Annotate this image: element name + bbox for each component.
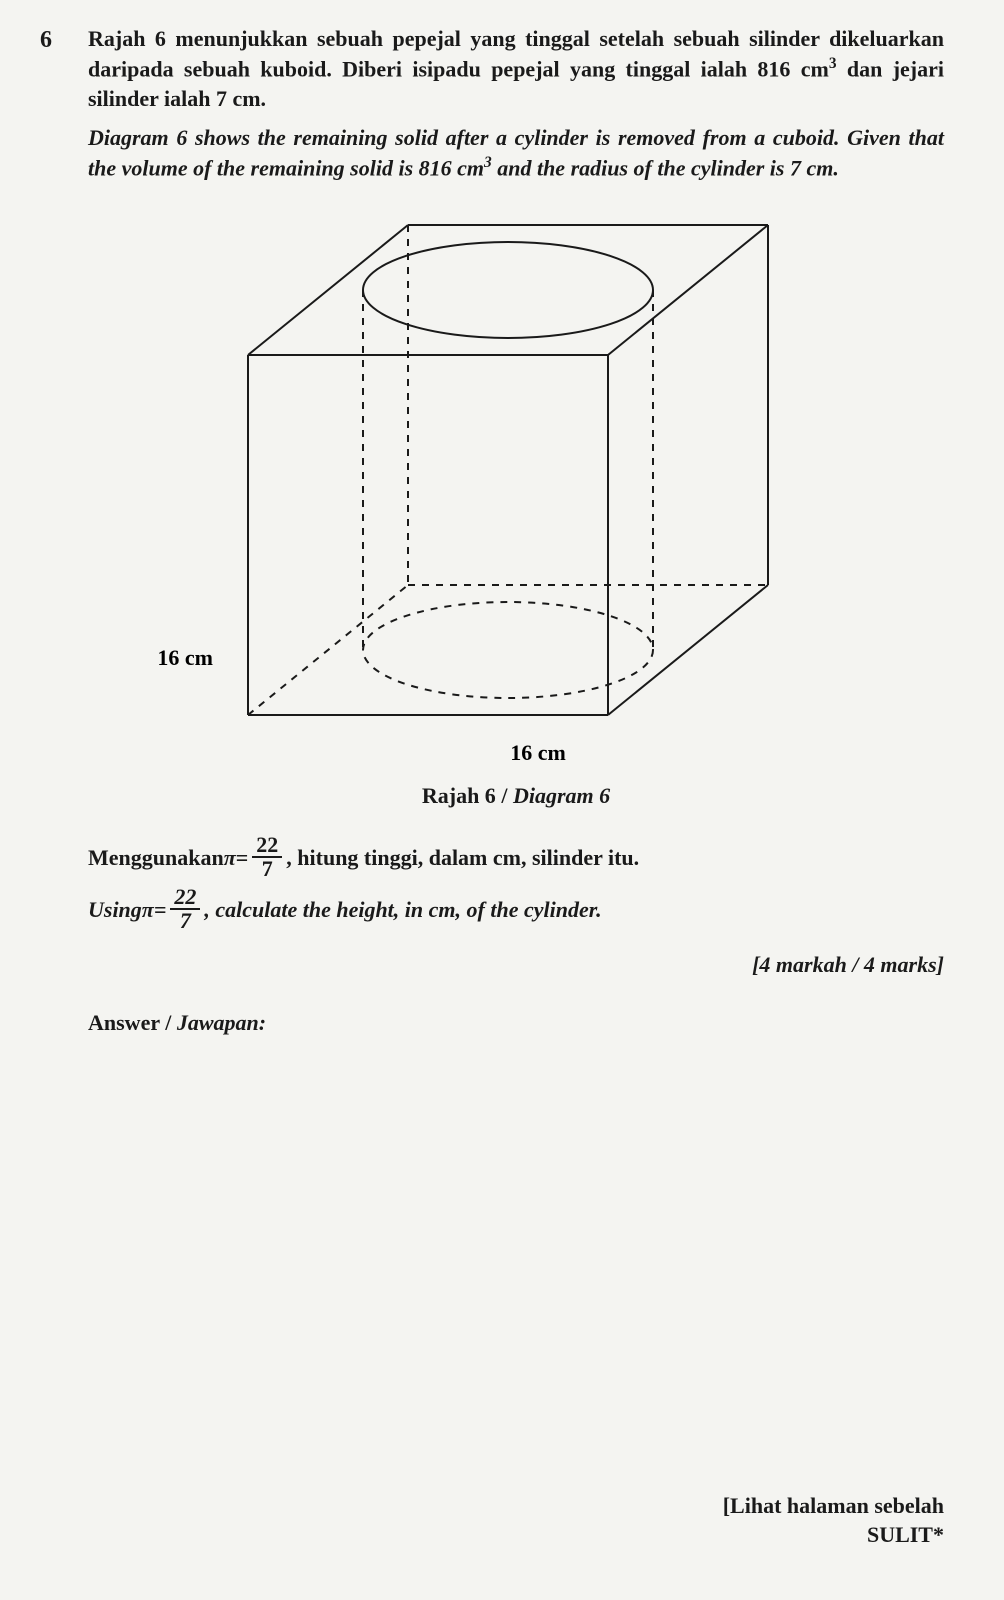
instr-my-a: Menggunakan [88, 843, 224, 873]
instr-my-b: , hitung tinggi, dalam cm, silinder itu. [286, 843, 639, 873]
pi-symbol-en: π [142, 895, 154, 925]
answer-my: Jawapan: [177, 1010, 266, 1035]
question-block: 6 Rajah 6 menunjukkan sebuah pepejal yan… [40, 24, 944, 1038]
caption-my: Rajah 6 [422, 783, 496, 808]
frac-num-my: 22 [252, 834, 282, 858]
caption-en: Diagram 6 [513, 783, 610, 808]
instr-en-b: , calculate the height, in cm, of the cy… [204, 895, 601, 925]
marks-label: [4 markah / 4 marks] [88, 950, 944, 980]
question-text-malay: Rajah 6 menunjukkan sebuah pepejal yang … [88, 24, 944, 113]
q-my-part-a: Rajah 6 menunjukkan sebuah pepejal yang … [88, 26, 944, 81]
instr-en-a: Using [88, 895, 142, 925]
cuboid-cylinder-diagram: 16 cm 16 cm [158, 205, 778, 765]
page-footer: [Lihat halaman sebelah SULIT* [723, 1491, 944, 1550]
svg-text:16 cm: 16 cm [510, 740, 566, 765]
eq-en: = [154, 895, 167, 925]
pi-symbol-my: π [224, 843, 236, 873]
instruction-english: Using π = 22 7 , calculate the height, i… [88, 886, 944, 932]
question-number: 6 [40, 24, 88, 56]
instruction-malay: Menggunakan π = 22 7 , hitung tinggi, da… [88, 834, 944, 880]
frac-den-en: 7 [176, 910, 195, 932]
q-en-part-b: and the radius of the cylinder is 7 cm. [492, 155, 839, 180]
diagram-caption: Rajah 6 / Diagram 6 [88, 781, 944, 811]
answer-en: Answer [88, 1010, 160, 1035]
frac-den-my: 7 [258, 858, 277, 880]
eq-my: = [236, 843, 249, 873]
footer-line-2: SULIT* [723, 1520, 944, 1550]
caption-sep: / [501, 783, 513, 808]
q-en-cubed: 3 [484, 154, 492, 171]
answer-label: Answer / Jawapan: [88, 1008, 944, 1038]
svg-text:16 cm: 16 cm [158, 645, 213, 670]
fraction-en: 22 7 [170, 886, 200, 932]
question-text-english: Diagram 6 shows the remaining solid afte… [88, 123, 944, 183]
question-body: Rajah 6 menunjukkan sebuah pepejal yang … [88, 24, 944, 1038]
footer-line-1: [Lihat halaman sebelah [723, 1491, 944, 1521]
exam-page: 6 Rajah 6 menunjukkan sebuah pepejal yan… [0, 0, 1004, 1600]
fraction-my: 22 7 [252, 834, 282, 880]
q-my-cubed: 3 [829, 55, 837, 72]
diagram-container: 16 cm 16 cm [158, 205, 944, 773]
answer-sep: / [160, 1010, 177, 1035]
frac-num-en: 22 [170, 886, 200, 910]
